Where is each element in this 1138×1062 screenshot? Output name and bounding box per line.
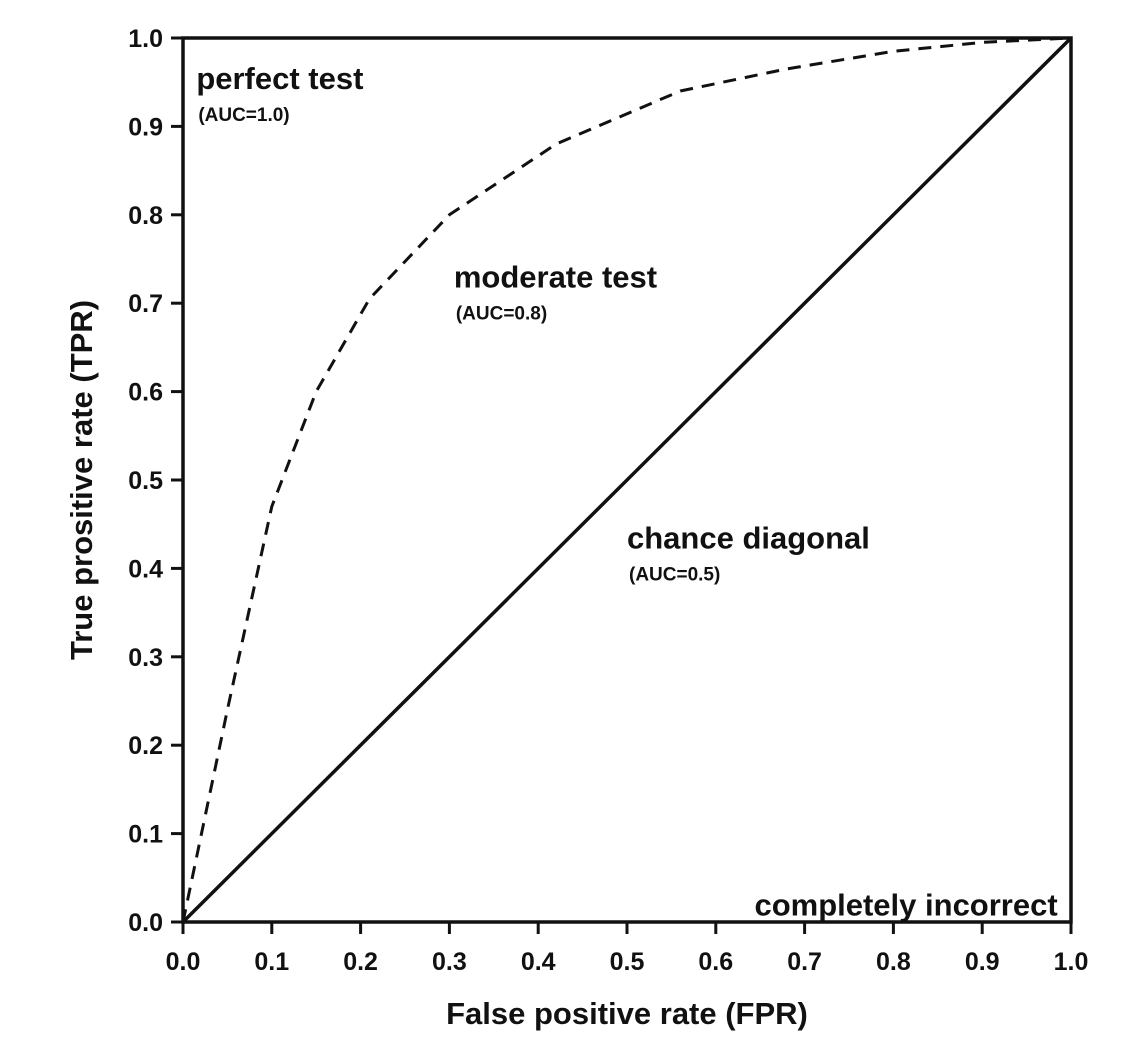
y-tick-label: 0.7: [128, 290, 163, 318]
x-tick-label: 1.0: [1054, 948, 1089, 976]
x-tick-label: 0.8: [876, 948, 911, 976]
x-axis-title: False positive rate (FPR): [446, 996, 808, 1031]
x-tick-label: 0.4: [521, 948, 556, 976]
moderate-test-curve: [181, 36, 1072, 923]
annotation-moderate-auc: (AUC=0.8): [456, 304, 547, 325]
y-tick-label: 1.0: [128, 25, 163, 53]
x-tick-label: 0.2: [343, 948, 378, 976]
x-tick-label: 0.3: [432, 948, 467, 976]
y-tick-label: 0.8: [128, 202, 163, 230]
y-tick-label: 0.2: [128, 732, 163, 760]
series-layer: [181, 36, 1073, 924]
x-tick-label: 0.9: [965, 948, 1000, 976]
annotation-perfect-label: perfect test: [196, 61, 363, 96]
x-tick-label: 0.6: [698, 948, 733, 976]
y-tick-label: 0.4: [128, 555, 163, 583]
y-tick-label: 0.1: [128, 821, 163, 849]
chance-diagonal-line: [181, 36, 1073, 924]
y-tick-label: 0.6: [128, 379, 163, 407]
x-tick-label: 0.7: [787, 948, 822, 976]
x-tick-label: 0.0: [166, 948, 201, 976]
annotation-perfect-auc: (AUC=1.0): [198, 105, 289, 126]
y-tick-label: 0.0: [128, 909, 163, 937]
y-tick-label: 0.5: [128, 467, 163, 495]
axis-ticks: 0.0 0.1 0.2 0.3 0.4 0.5 0.6 0.7 0.8 0.9 1.0 0.0 0.1 0…: [128, 25, 1088, 976]
annotation-chance-auc: (AUC=0.5): [629, 564, 720, 585]
plot-frame: [181, 36, 1073, 924]
x-tick-label: 0.1: [254, 948, 289, 976]
y-tick-label: 0.9: [128, 113, 163, 141]
y-tick-label: 0.3: [128, 644, 163, 672]
annotation-chance-label: chance diagonal: [627, 520, 870, 555]
annotation-moderate-label: moderate test: [454, 260, 657, 295]
annotations-layer: perfect test (AUC=1.0) moderate test (AUC=0…: [196, 61, 1057, 923]
annotation-incorrect-label: completely incorrect: [754, 887, 1057, 922]
y-axis-title: True prositive rate (TPR): [64, 300, 99, 660]
x-tick-label: 0.5: [610, 948, 645, 976]
